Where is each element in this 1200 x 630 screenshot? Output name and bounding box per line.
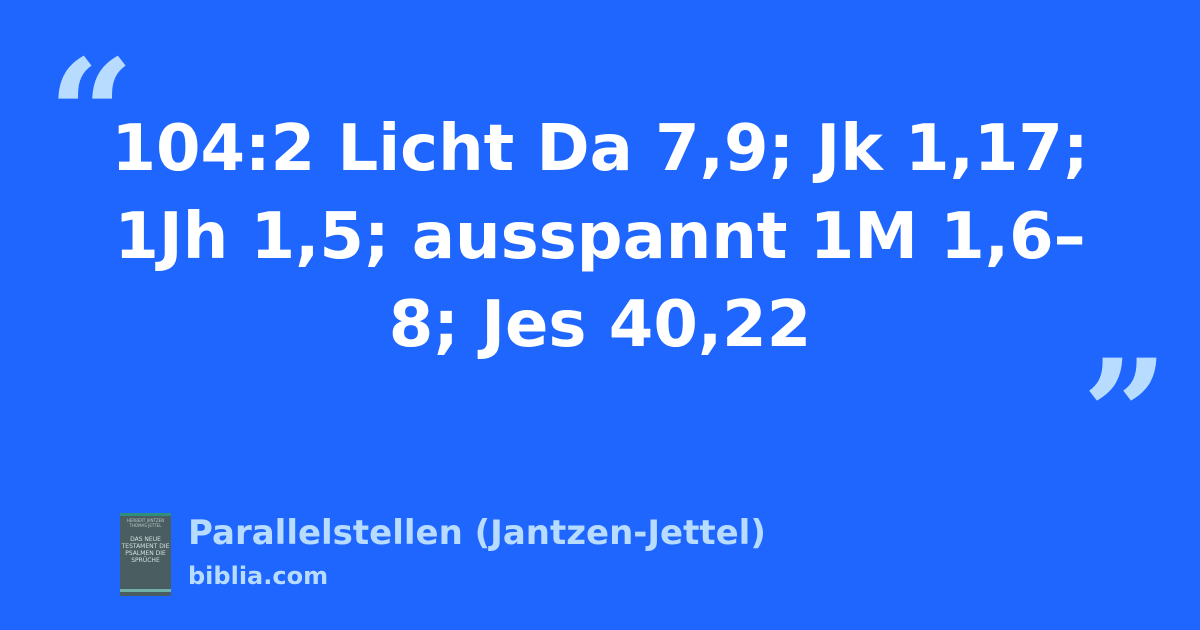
open-quote-icon: “ <box>48 27 135 203</box>
verse-text: 104:2 Licht Da 7,9; Jk 1,17; 1Jh 1,5; au… <box>111 112 1089 362</box>
book-cover-stripe <box>120 589 171 592</box>
book-cover-title: DAS NEUE TESTAMENT DIE PSALMEN DIE SPRÜC… <box>121 536 170 564</box>
book-cover: HERBERT JANTZEN THOMAS JETTEL DAS NEUE T… <box>120 513 171 596</box>
source-site-link[interactable]: biblia.com <box>188 562 329 590</box>
source-title[interactable]: Parallelstellen (Jantzen-Jettel) <box>188 513 766 553</box>
close-quote-icon: ” <box>1082 327 1169 503</box>
book-cover-authors: HERBERT JANTZEN THOMAS JETTEL <box>126 518 165 528</box>
